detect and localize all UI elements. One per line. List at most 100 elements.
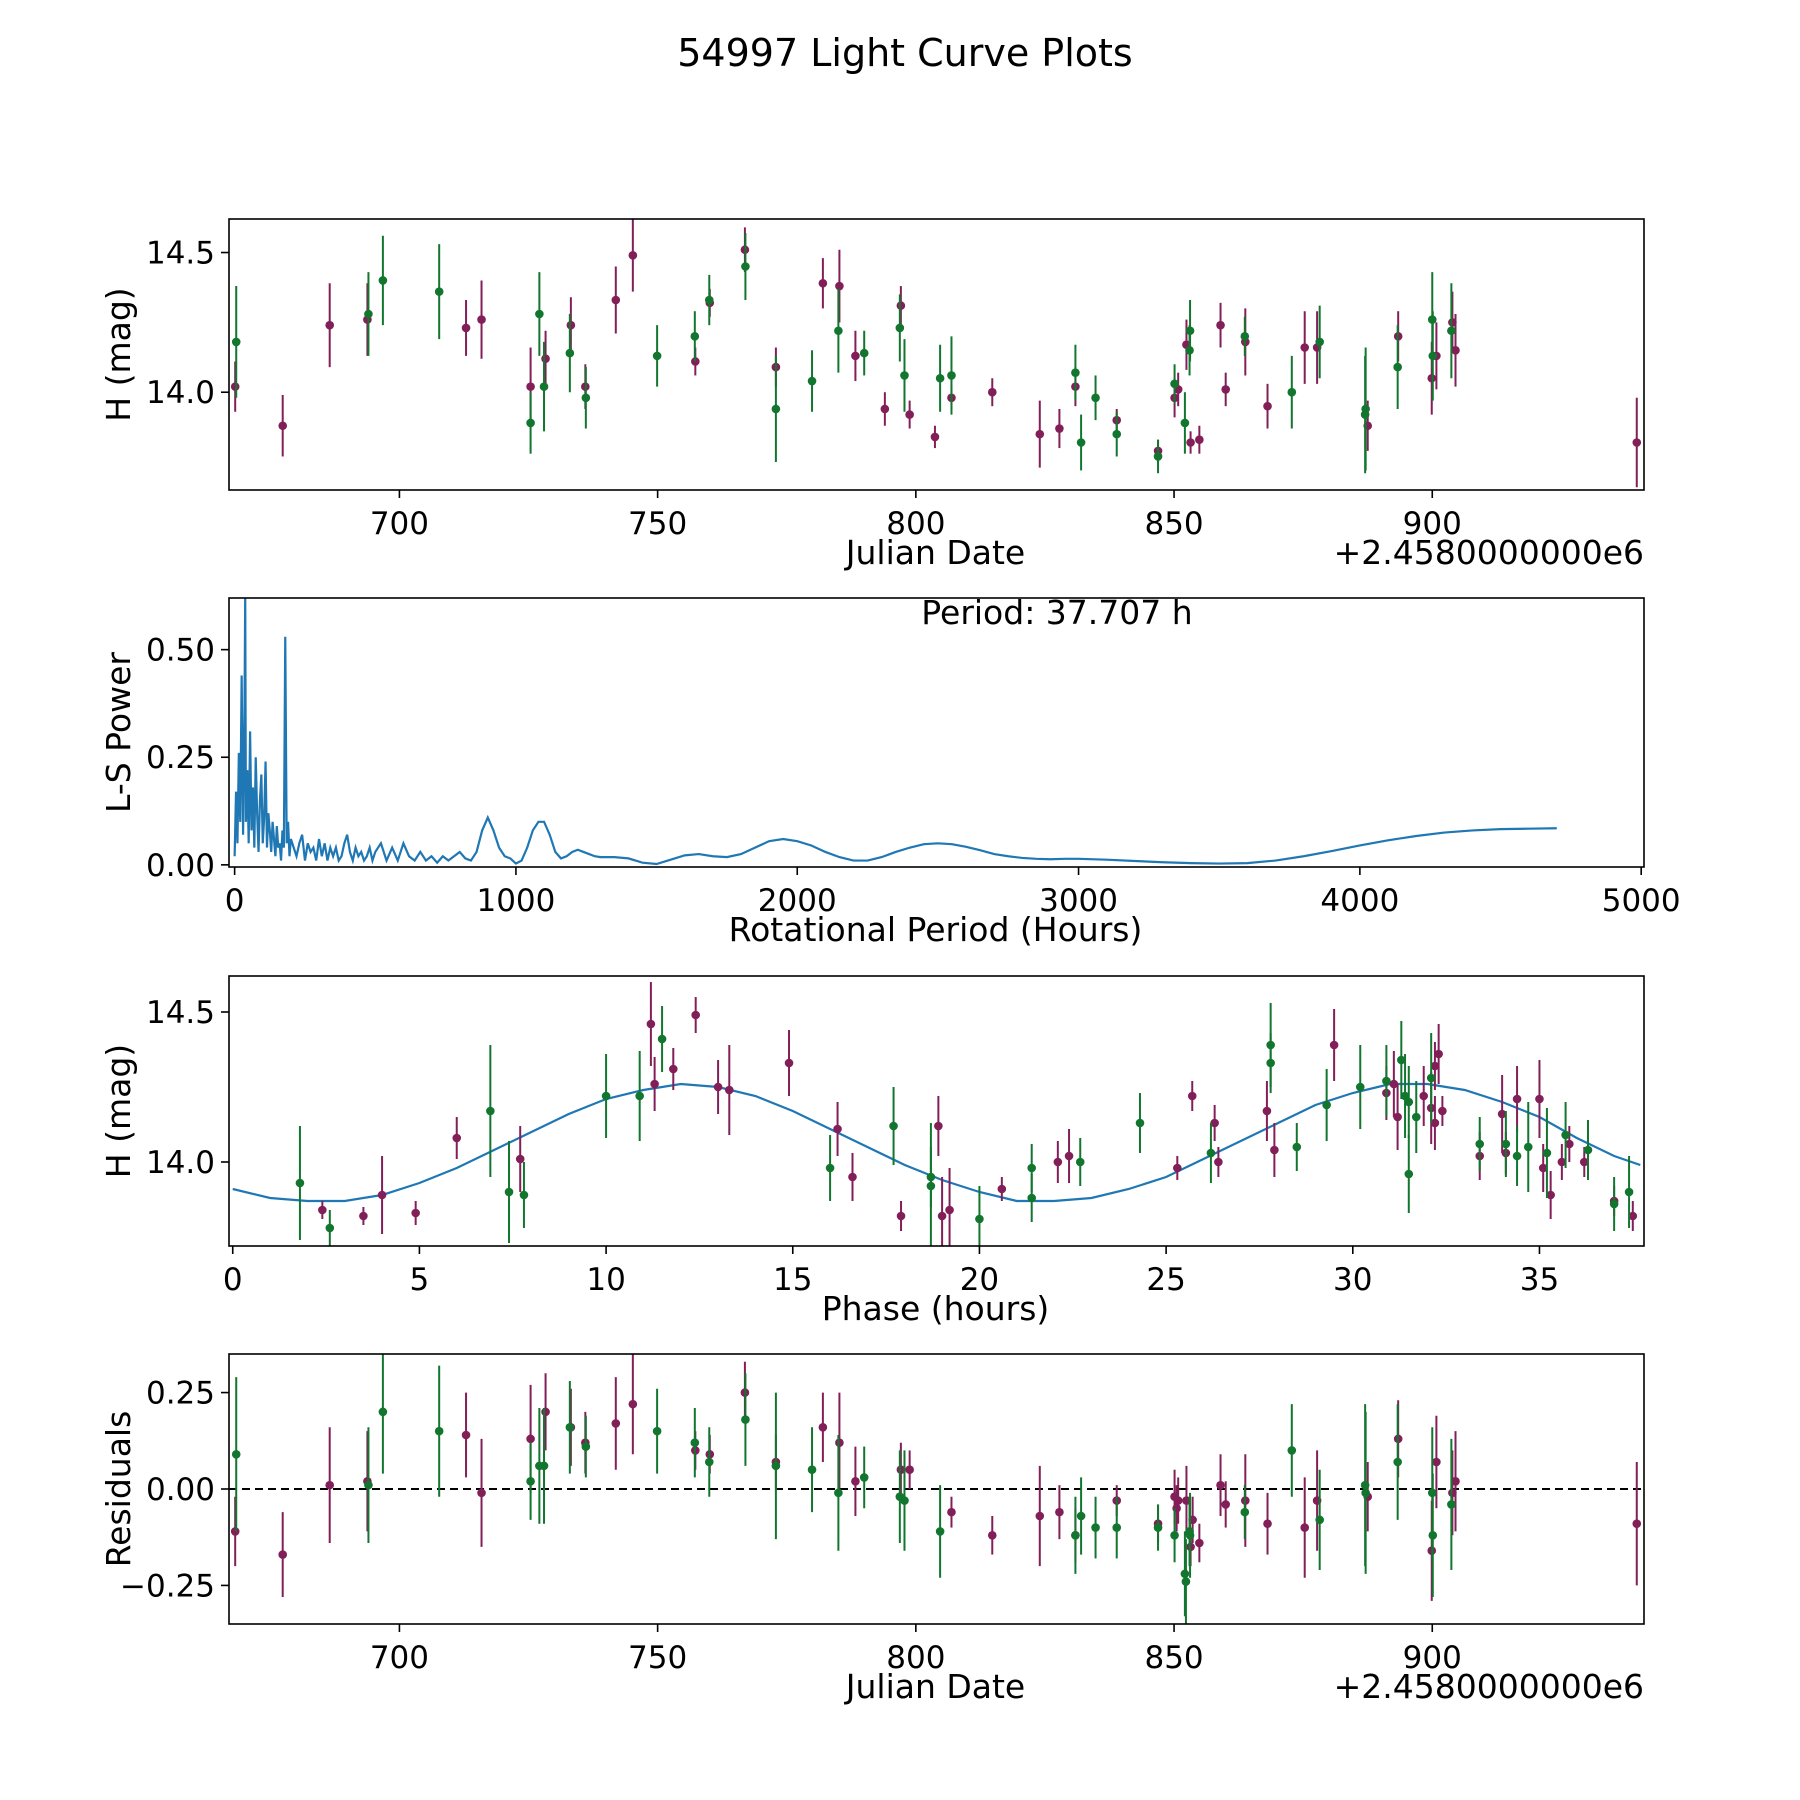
- band-b-point: [486, 1106, 495, 1116]
- band-b-point: [378, 276, 388, 285]
- band-b-point: [565, 348, 575, 358]
- band-b-point: [1076, 1511, 1086, 1521]
- x-tick-label: 25: [1146, 1262, 1185, 1298]
- x-tick-label: 0: [223, 1262, 243, 1298]
- band-b-point: [1428, 1530, 1438, 1540]
- x-tick-label: 900: [1403, 506, 1462, 542]
- band-a-point: [691, 357, 700, 366]
- y-tick-label: 0.00: [146, 1472, 215, 1508]
- band-b-point: [975, 1214, 984, 1224]
- x-axis-label: Julian Date: [844, 533, 1026, 572]
- band-b-point: [935, 373, 945, 383]
- band-a-point: [1300, 1523, 1310, 1532]
- band-b-point: [1153, 1523, 1163, 1532]
- band-a-point: [1451, 1476, 1460, 1486]
- x-tick-label: 10: [586, 1262, 625, 1298]
- band-a-point: [1430, 1118, 1440, 1128]
- band-b-point: [1512, 1151, 1522, 1161]
- band-a-point: [1389, 1079, 1399, 1089]
- band-a-point: [896, 1211, 906, 1221]
- band-b-point: [1112, 429, 1122, 439]
- band-b-point: [526, 418, 535, 428]
- light-curve-panel: 700 750 800 850 900 14.0 14.5 Julian Date H (mag…: [99, 218, 1645, 572]
- band-a-point: [1434, 1049, 1443, 1059]
- band-a-point: [1419, 1091, 1429, 1101]
- band-a-point: [835, 281, 844, 291]
- periodogram-line: [233, 598, 1557, 866]
- band-b-point: [1361, 404, 1370, 414]
- band-b-point: [601, 1091, 611, 1101]
- y-tick-label: 14.5: [146, 995, 215, 1031]
- band-a-point: [477, 1488, 486, 1498]
- figure-title: 54997 Light Curve Plots: [677, 31, 1132, 75]
- band-b-point: [1583, 1145, 1593, 1155]
- x-tick-label: 900: [1403, 1640, 1462, 1676]
- y-tick-label: 14.5: [146, 236, 215, 272]
- band-b-point: [1170, 379, 1179, 389]
- band-a-point: [987, 1530, 997, 1540]
- band-b-point: [1523, 1142, 1533, 1152]
- band-b-point: [895, 323, 905, 333]
- x-tick-label: 850: [1144, 506, 1203, 542]
- band-a-point: [1186, 438, 1195, 447]
- band-a-point: [833, 1124, 842, 1134]
- band-a-point: [1430, 1061, 1440, 1071]
- light-curve-axes-frame: [228, 218, 1645, 491]
- band-b-point: [825, 1163, 835, 1173]
- band-a-point: [377, 1190, 387, 1200]
- band-b-point: [1428, 351, 1438, 361]
- x-tick-label: 750: [628, 506, 687, 542]
- band-a-point: [880, 404, 890, 414]
- band-b-point: [900, 1496, 909, 1505]
- band-b-point: [652, 1426, 662, 1436]
- phase-folded-axes-frame: [228, 975, 1645, 1247]
- band-b-point: [1266, 1058, 1275, 1068]
- band-a-point: [1195, 1538, 1204, 1548]
- band-b-point: [935, 1527, 945, 1536]
- band-a-point: [1216, 320, 1225, 330]
- band-a-point: [1263, 401, 1272, 411]
- band-a-point: [1210, 1118, 1219, 1128]
- band-a-point: [1565, 1139, 1574, 1149]
- band-b-point: [1475, 1139, 1485, 1149]
- band-b-point: [1027, 1193, 1037, 1203]
- band-a-point: [945, 1205, 954, 1215]
- band-a-point: [359, 1211, 368, 1221]
- y-tick-label: 14.0: [146, 375, 215, 411]
- band-a-point: [691, 1010, 700, 1020]
- band-a-point: [937, 1211, 947, 1221]
- band-a-point: [1497, 1109, 1507, 1119]
- band-a-point: [1035, 429, 1045, 439]
- band-a-point: [325, 1480, 335, 1490]
- band-a-point: [713, 1082, 723, 1092]
- band-a-point: [1546, 1190, 1555, 1200]
- band-b-point: [1411, 1112, 1421, 1122]
- y-tick-label: 14.0: [146, 1145, 215, 1181]
- band-b-point: [1185, 1530, 1195, 1540]
- band-a-point: [1216, 1480, 1225, 1490]
- x-tick-label: 1000: [476, 883, 555, 919]
- x-tick-label: 800: [886, 506, 945, 542]
- band-a-point: [526, 1434, 535, 1444]
- band-a-point: [1055, 424, 1064, 433]
- band-a-point: [1628, 1211, 1638, 1221]
- band-b-point: [859, 348, 869, 358]
- x-tick-label: 35: [1520, 1262, 1559, 1298]
- band-b-point: [1135, 1118, 1145, 1128]
- band-a-point: [1035, 1511, 1045, 1521]
- band-b-point: [1287, 387, 1297, 397]
- x-tick-label: 3000: [1039, 883, 1118, 919]
- band-a-point: [1538, 1163, 1548, 1173]
- y-tick-label: 0.00: [146, 848, 215, 884]
- y-tick-label: 0.25: [146, 740, 215, 776]
- x-tick-label: 20: [960, 1262, 999, 1298]
- band-a-point: [1557, 1157, 1567, 1167]
- x-tick-label: 0: [225, 883, 245, 919]
- band-b-point: [1361, 1488, 1370, 1498]
- band-a-point: [1451, 346, 1460, 355]
- band-a-point: [784, 1058, 794, 1068]
- band-a-point: [1427, 373, 1437, 383]
- band-a-point: [1263, 1519, 1272, 1529]
- band-a-point: [1270, 1145, 1279, 1155]
- x-axis-label: Rotational Period (Hours): [729, 910, 1143, 949]
